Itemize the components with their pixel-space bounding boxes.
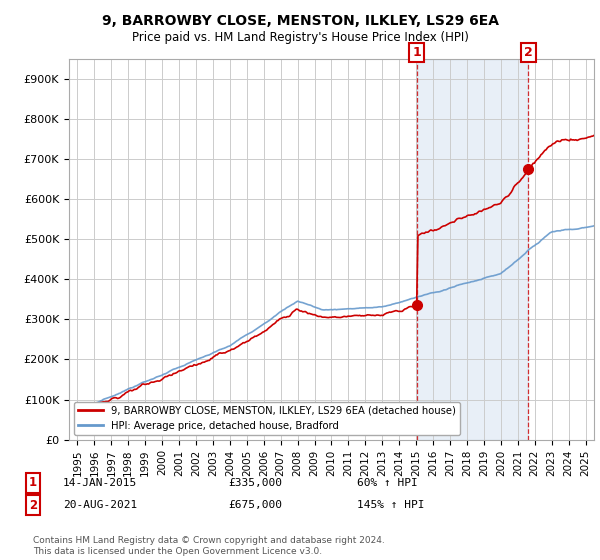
Text: 9, BARROWBY CLOSE, MENSTON, ILKLEY, LS29 6EA: 9, BARROWBY CLOSE, MENSTON, ILKLEY, LS29… — [101, 14, 499, 28]
Text: 2: 2 — [524, 46, 533, 59]
Legend: 9, BARROWBY CLOSE, MENSTON, ILKLEY, LS29 6EA (detached house), HPI: Average pric: 9, BARROWBY CLOSE, MENSTON, ILKLEY, LS29… — [74, 402, 460, 435]
Text: 2: 2 — [29, 498, 37, 512]
Bar — [417, 59, 529, 440]
Text: 20-AUG-2021: 20-AUG-2021 — [63, 500, 137, 510]
Text: 60% ↑ HPI: 60% ↑ HPI — [357, 478, 418, 488]
Text: 14-JAN-2015: 14-JAN-2015 — [63, 478, 137, 488]
Text: Contains HM Land Registry data © Crown copyright and database right 2024.
This d: Contains HM Land Registry data © Crown c… — [33, 536, 385, 556]
Text: £335,000: £335,000 — [228, 478, 282, 488]
Text: 1: 1 — [29, 476, 37, 489]
Text: 1: 1 — [412, 46, 421, 59]
Text: £675,000: £675,000 — [228, 500, 282, 510]
Text: Price paid vs. HM Land Registry's House Price Index (HPI): Price paid vs. HM Land Registry's House … — [131, 31, 469, 44]
Text: 145% ↑ HPI: 145% ↑ HPI — [357, 500, 425, 510]
